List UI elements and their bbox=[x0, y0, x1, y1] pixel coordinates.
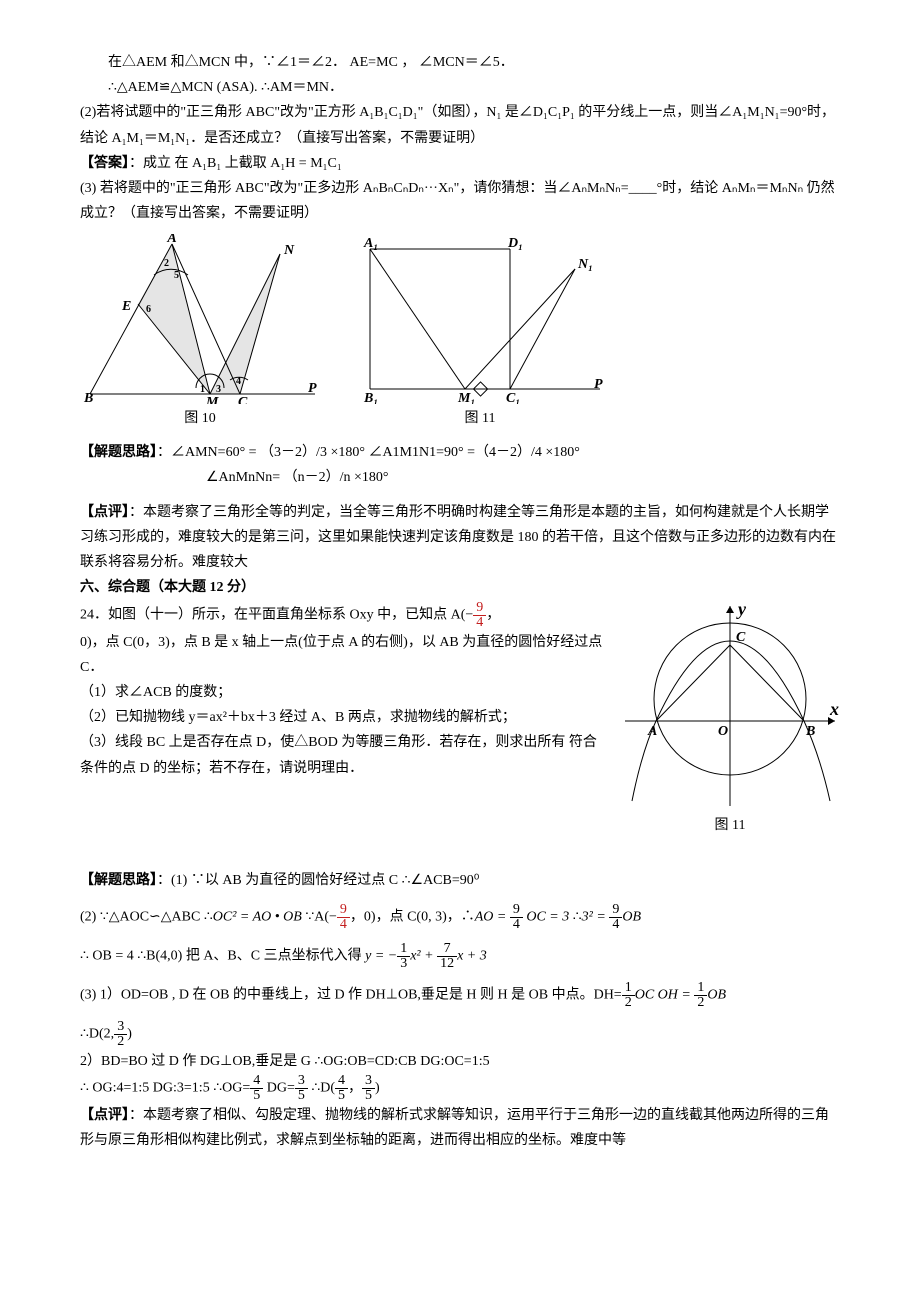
comment-label-2: 【点评】 bbox=[80, 1108, 129, 1123]
solution-idea-1b: ∠AnMnNn= （n－2）/n ×180° bbox=[80, 465, 840, 490]
svg-text:A: A bbox=[647, 724, 657, 739]
comment-2: 【点评】：本题考察了相似、勾股定理、抛物线的解析式求解等知识，运用平行于三角形一… bbox=[80, 1103, 840, 1153]
svg-text:C₁: C₁ bbox=[506, 391, 520, 404]
answer-line: 【答案】：成立 在 A₁B₁ 上截取 A₁H = M₁C₁ bbox=[80, 151, 840, 176]
fraction-9-4: 94 bbox=[473, 601, 486, 630]
solution-label-1: 【解题思路】 bbox=[80, 445, 157, 460]
solution-4-line2: ∴ OG:4=1:5 DG:3=1:5 ∴OG=45 DG=35 ∴D(45，3… bbox=[80, 1074, 840, 1103]
svg-text:A: A bbox=[166, 234, 176, 246]
proof-line-2: ∴△AEM≌△MCN (ASA). ∴AM＝MN． bbox=[80, 75, 840, 100]
svg-text:P: P bbox=[308, 381, 317, 396]
svg-text:E: E bbox=[121, 299, 131, 314]
figure-11b-caption: 图 11 bbox=[620, 813, 840, 838]
fraction-3-5-b: 35 bbox=[362, 1074, 375, 1103]
fraction-3-2: 32 bbox=[114, 1020, 127, 1049]
figure-11a: A₁ D₁ B₁ M₁ C₁ P N₁ 图 11 bbox=[350, 234, 610, 431]
solution-2-line1: 【解题思路】：(1) ∵以 AB 为直径的圆恰好经过点 C ∴∠ACB=90⁰ bbox=[80, 868, 840, 893]
figure-11a-caption: 图 11 bbox=[465, 406, 496, 431]
figure-10: A B M C P N E 2 5 6 1 3 4 图 10 bbox=[80, 234, 320, 431]
comment-label-1: 【点评】 bbox=[80, 505, 129, 520]
svg-text:y: y bbox=[736, 601, 747, 619]
fraction-3-5-a: 35 bbox=[295, 1074, 308, 1103]
svg-text:C: C bbox=[238, 395, 248, 404]
figure-10-svg: A B M C P N E 2 5 6 1 3 4 bbox=[80, 234, 320, 404]
svg-text:N₁: N₁ bbox=[577, 257, 593, 272]
solution-2-line2: (2) ∵△AOC∽△ABC ∴OC² = AO • OB ∵A(−94，0)，… bbox=[80, 903, 840, 932]
figure-row-1: A B M C P N E 2 5 6 1 3 4 图 10 A₁ D₁ bbox=[80, 234, 840, 431]
fraction-9-4-c: 94 bbox=[510, 903, 523, 932]
comment-1: 【点评】：本题考察了三角形全等的判定，当全等三角形不明确时构建全等三角形是本题的… bbox=[80, 500, 840, 576]
svg-text:2: 2 bbox=[164, 258, 169, 269]
fraction-1-3: 13 bbox=[397, 942, 410, 971]
svg-text:3: 3 bbox=[216, 384, 221, 395]
blank-underline: ____ bbox=[629, 181, 657, 196]
svg-text:B: B bbox=[83, 391, 93, 404]
svg-text:P: P bbox=[594, 377, 603, 392]
svg-text:6: 6 bbox=[146, 304, 151, 315]
svg-text:C: C bbox=[736, 630, 746, 645]
svg-text:M: M bbox=[205, 395, 219, 404]
fraction-4-5-a: 45 bbox=[250, 1074, 263, 1103]
question-3: (3) 若将题中的"正三角形 ABC"改为"正多边形 AₙBₙCₙDₙ···Xₙ… bbox=[80, 176, 840, 226]
solution-3-line2: ∴D(2,32) bbox=[80, 1020, 840, 1049]
solution-idea-1: 【解题思路】：∠AMN=60° = （3－2）/3 ×180° ∠A1M1N1=… bbox=[80, 440, 840, 465]
solution-2-line3: ∴ OB = 4 ∴B(4,0) 把 A、B、C 三点坐标代入得 y = −13… bbox=[80, 942, 840, 971]
svg-text:A₁: A₁ bbox=[363, 236, 378, 251]
solution-3-line1: (3) 1）OD=OB , D 在 OB 的中垂线上，过 D 作 DH⊥OB,垂… bbox=[80, 981, 840, 1010]
question-2: (2)若将试题中的"正三角形 ABC"改为"正方形 A₁B₁C₁D₁"（如图），… bbox=[80, 100, 840, 150]
fraction-1-2-a: 12 bbox=[622, 981, 635, 1010]
svg-text:M₁: M₁ bbox=[457, 391, 475, 404]
section-6-title: 六、综合题（本大题 12 分） bbox=[80, 575, 840, 600]
figure-11b-svg: x y O A B C bbox=[620, 601, 840, 811]
svg-text:N: N bbox=[283, 243, 295, 258]
fraction-1-2-b: 12 bbox=[694, 981, 707, 1010]
svg-text:5: 5 bbox=[174, 270, 179, 281]
fraction-9-4-b: 94 bbox=[337, 903, 350, 932]
svg-text:D₁: D₁ bbox=[507, 236, 523, 251]
answer-label: 【答案】 bbox=[80, 156, 129, 171]
fraction-7-12: 712 bbox=[437, 942, 457, 971]
solution-label-2: 【解题思路】 bbox=[80, 873, 157, 888]
figure-11b-container: x y O A B C 图 11 bbox=[620, 601, 840, 838]
figure-11a-svg: A₁ D₁ B₁ M₁ C₁ P N₁ bbox=[350, 234, 610, 404]
figure-10-caption: 图 10 bbox=[184, 406, 216, 431]
svg-text:B: B bbox=[805, 724, 815, 739]
svg-text:O: O bbox=[718, 724, 728, 739]
solution-4-line1: 2）BD=BO 过 D 作 DG⊥OB,垂足是 G ∴OG:OB=CD:CB D… bbox=[80, 1049, 840, 1074]
svg-text:4: 4 bbox=[236, 376, 241, 387]
fraction-9-4-d: 94 bbox=[609, 903, 622, 932]
fraction-4-5-b: 45 bbox=[335, 1074, 348, 1103]
proof-line-1: 在△AEM 和△MCN 中，∵∠1＝∠2． AE=MC ， ∠MCN＝∠5． bbox=[80, 50, 840, 75]
svg-text:x: x bbox=[829, 699, 839, 719]
svg-text:1: 1 bbox=[200, 384, 205, 395]
svg-text:B₁: B₁ bbox=[363, 391, 378, 404]
